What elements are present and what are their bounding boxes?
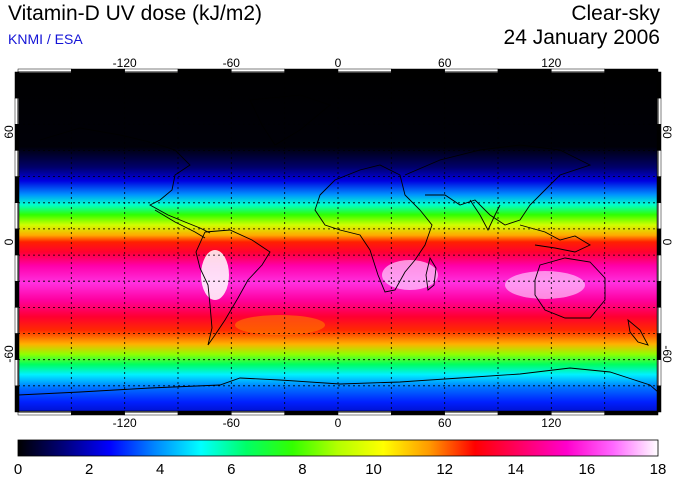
lon-labels-bottom: -120 -60 0 60 120 — [113, 416, 562, 430]
frame-segment — [14, 385, 20, 413]
lon-label: 60 — [438, 56, 452, 70]
southern-africa-high-dose — [382, 260, 438, 290]
lon-label: 120 — [541, 56, 561, 70]
australia-high-dose — [505, 271, 585, 299]
date-label: 24 January 2006 — [503, 26, 660, 49]
colorbar — [17, 439, 659, 457]
lon-label: 0 — [335, 56, 342, 70]
madagascar-coast — [425, 256, 437, 291]
lon-label: -60 — [223, 416, 241, 430]
lat-label: 0 — [2, 238, 16, 245]
lon-label: -120 — [113, 56, 137, 70]
lat-label: 60 — [2, 125, 16, 139]
frame-segment — [604, 68, 659, 74]
colorbar-tick-label: 0 — [14, 461, 22, 478]
credit-label: KNMI / ESA — [8, 31, 83, 47]
europe-africa-coast — [314, 164, 433, 293]
colorbar-tick-label: 16 — [579, 461, 596, 478]
lon-label: -120 — [113, 416, 137, 430]
australia-coast — [534, 257, 606, 319]
lat-label: 60 — [660, 125, 674, 139]
colorbar-labels: 0 2 4 6 8 10 12 14 16 18 — [14, 461, 667, 478]
andes-high-dose — [201, 250, 229, 300]
greenland-coast — [249, 94, 331, 146]
lon-label: -60 — [223, 56, 241, 70]
graticule — [18, 72, 658, 412]
lat-labels-left: 60 0 -60 — [2, 125, 16, 363]
lon-label: 0 — [335, 416, 342, 430]
north-america-coast — [39, 127, 211, 234]
frame-segment — [656, 385, 662, 413]
lon-label: 120 — [541, 416, 561, 430]
lat-labels-right: 60 0 -60 — [660, 125, 674, 363]
india-coast — [469, 199, 501, 232]
colorbar-tick-label: 2 — [85, 461, 93, 478]
south-atlantic-cloud-band — [235, 315, 325, 335]
lat-label: 0 — [660, 239, 674, 246]
lon-label: 60 — [438, 416, 452, 430]
lat-label: -60 — [660, 345, 674, 363]
colorbar-tick-label: 8 — [298, 461, 306, 478]
frame-segment — [604, 410, 659, 416]
map-border — [17, 71, 659, 413]
colorbar-tick-label: 6 — [227, 461, 235, 478]
lat-label: -60 — [2, 345, 16, 363]
central-america-coast — [154, 209, 206, 239]
colorbar-tick-label: 10 — [365, 461, 382, 478]
asia-coast — [404, 144, 592, 226]
south-america-coast — [195, 229, 271, 346]
map-frame — [14, 68, 662, 416]
colorbar-tick-label: 18 — [650, 461, 667, 478]
lon-labels-top: -120 -60 0 60 120 — [113, 56, 562, 70]
colorbar-tick-label: 4 — [156, 461, 164, 478]
coastlines — [18, 94, 658, 396]
colorbar-tick-label: 14 — [507, 461, 524, 478]
map-title: Vitamin-D UV dose (kJ/m2) — [8, 2, 263, 25]
colorbar-tick-label: 12 — [436, 461, 453, 478]
sky-condition-label: Clear-sky — [571, 2, 660, 25]
se-asia-islands — [519, 224, 591, 253]
map-field — [18, 72, 658, 412]
antarctica-coast — [18, 367, 658, 396]
new-zealand-coast — [627, 318, 649, 346]
